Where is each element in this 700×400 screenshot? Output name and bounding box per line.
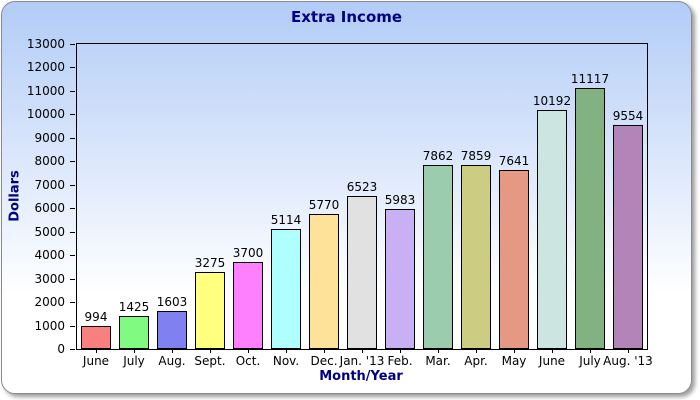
x-tick-label: July — [123, 354, 145, 368]
x-tick-label: Sept. — [194, 354, 226, 368]
x-tick-mark — [210, 349, 211, 353]
y-tick-label: 8000 — [34, 154, 65, 169]
x-tick-mark — [362, 349, 363, 353]
bar-value-label: 5114 — [270, 213, 302, 227]
y-tick-label: 0 — [57, 342, 65, 356]
bar — [613, 125, 643, 349]
x-tick-label: May — [501, 354, 527, 368]
chart-title: Extra Income — [290, 8, 403, 26]
bar-value-label: 11117 — [570, 72, 610, 86]
bar — [423, 165, 453, 349]
y-tick-label: 7000 — [34, 177, 65, 192]
y-axis-ticks: 0 1000 2000 3000 4000 5000 6000 7000 8000 9000 100… — [2, 37, 76, 356]
x-tick-label: Jan. '13 — [339, 354, 385, 368]
y-tick-label: 11000 — [26, 83, 65, 98]
bar-value-label: 3275 — [194, 256, 226, 270]
x-tick-mark — [476, 349, 477, 353]
x-tick-label: Oct. — [235, 354, 261, 368]
y-tick-mark — [70, 90, 75, 92]
x-tick-label: Apr. — [464, 354, 488, 368]
y-tick-label: 4000 — [34, 248, 65, 263]
y-tick-mark — [70, 302, 75, 304]
y-tick-mark — [70, 208, 75, 210]
y-tick-mark — [70, 67, 75, 69]
y-tick-mark — [70, 137, 75, 139]
x-tick-label: June — [538, 354, 566, 368]
bar — [119, 316, 149, 349]
y-tick-mark — [70, 44, 75, 45]
x-axis-ticks: June July Aug. Sept. Oct. Nov. Dec. Jan. '13 Feb… — [77, 349, 653, 379]
bar-value-label: 7641 — [498, 154, 530, 168]
x-tick-mark — [134, 349, 135, 353]
x-tick-mark — [438, 349, 439, 353]
bar — [499, 170, 529, 349]
x-tick-mark — [552, 349, 553, 353]
x-tick-label: Aug. — [158, 354, 186, 368]
bar — [233, 262, 263, 349]
y-tick-mark — [70, 325, 75, 327]
x-tick-label: June — [82, 354, 110, 368]
y-tick-label: 9000 — [34, 130, 65, 145]
bar-value-label: 10192 — [532, 94, 572, 108]
y-tick-label: 2000 — [34, 295, 65, 310]
bar-value-label: 9554 — [612, 109, 644, 123]
bar-value-label: 1603 — [156, 295, 188, 309]
bar-value-label: 5983 — [384, 193, 416, 207]
x-tick-mark — [324, 349, 325, 353]
y-tick-label: 12000 — [26, 60, 65, 75]
bar-value-label: 6523 — [346, 180, 378, 194]
x-tick-mark — [286, 349, 287, 353]
bar — [81, 326, 111, 349]
bar-value-label: 7862 — [422, 149, 454, 163]
y-tick-label: 6000 — [34, 201, 65, 216]
y-tick-label: 13000 — [26, 37, 65, 51]
y-tick-mark — [70, 114, 75, 116]
y-tick-mark — [70, 349, 75, 350]
x-tick-mark — [514, 349, 515, 353]
y-tick-label: 3000 — [34, 271, 65, 286]
y-tick-mark — [70, 184, 75, 186]
y-tick-mark — [70, 231, 75, 233]
y-tick-label: 10000 — [26, 107, 65, 122]
x-tick-mark — [172, 349, 173, 353]
bar-value-label: 3700 — [232, 246, 264, 260]
bar-value-label: 5770 — [308, 198, 340, 212]
y-tick-mark — [70, 255, 75, 257]
plot-area: 994 1425 1603 3275 3700 5114 5770 6523 5983 7862 7… — [76, 43, 648, 350]
bar — [537, 110, 567, 349]
bar — [195, 272, 225, 349]
bar — [309, 214, 339, 349]
bar-value-label: 7859 — [460, 149, 492, 163]
y-tick-label: 1000 — [34, 318, 65, 333]
x-tick-mark — [248, 349, 249, 353]
bar — [157, 311, 187, 349]
x-tick-label: Dec. — [310, 354, 338, 368]
y-tick-mark — [70, 161, 75, 163]
bar — [461, 165, 491, 349]
x-tick-label: Feb. — [387, 354, 413, 368]
bar — [347, 196, 377, 349]
bar-value-label: 1425 — [118, 300, 150, 314]
x-tick-label: Nov. — [272, 354, 300, 368]
bar — [575, 88, 605, 349]
x-tick-label: Aug. '13 — [603, 354, 653, 368]
x-axis-title: Month/Year — [319, 369, 403, 384]
bar — [271, 229, 301, 349]
x-tick-label: July — [579, 354, 601, 368]
y-tick-label: 5000 — [34, 224, 65, 239]
bar — [385, 209, 415, 349]
y-tick-mark — [70, 278, 75, 280]
x-tick-label: Mar. — [425, 354, 451, 368]
x-tick-mark — [96, 349, 97, 353]
x-tick-mark — [590, 349, 591, 353]
chart-card: Extra Income Dollars 0 1000 2000 3000 4000 50… — [1, 1, 692, 394]
x-tick-mark — [628, 349, 629, 353]
bar-value-label: 994 — [84, 310, 108, 324]
x-tick-mark — [400, 349, 401, 353]
